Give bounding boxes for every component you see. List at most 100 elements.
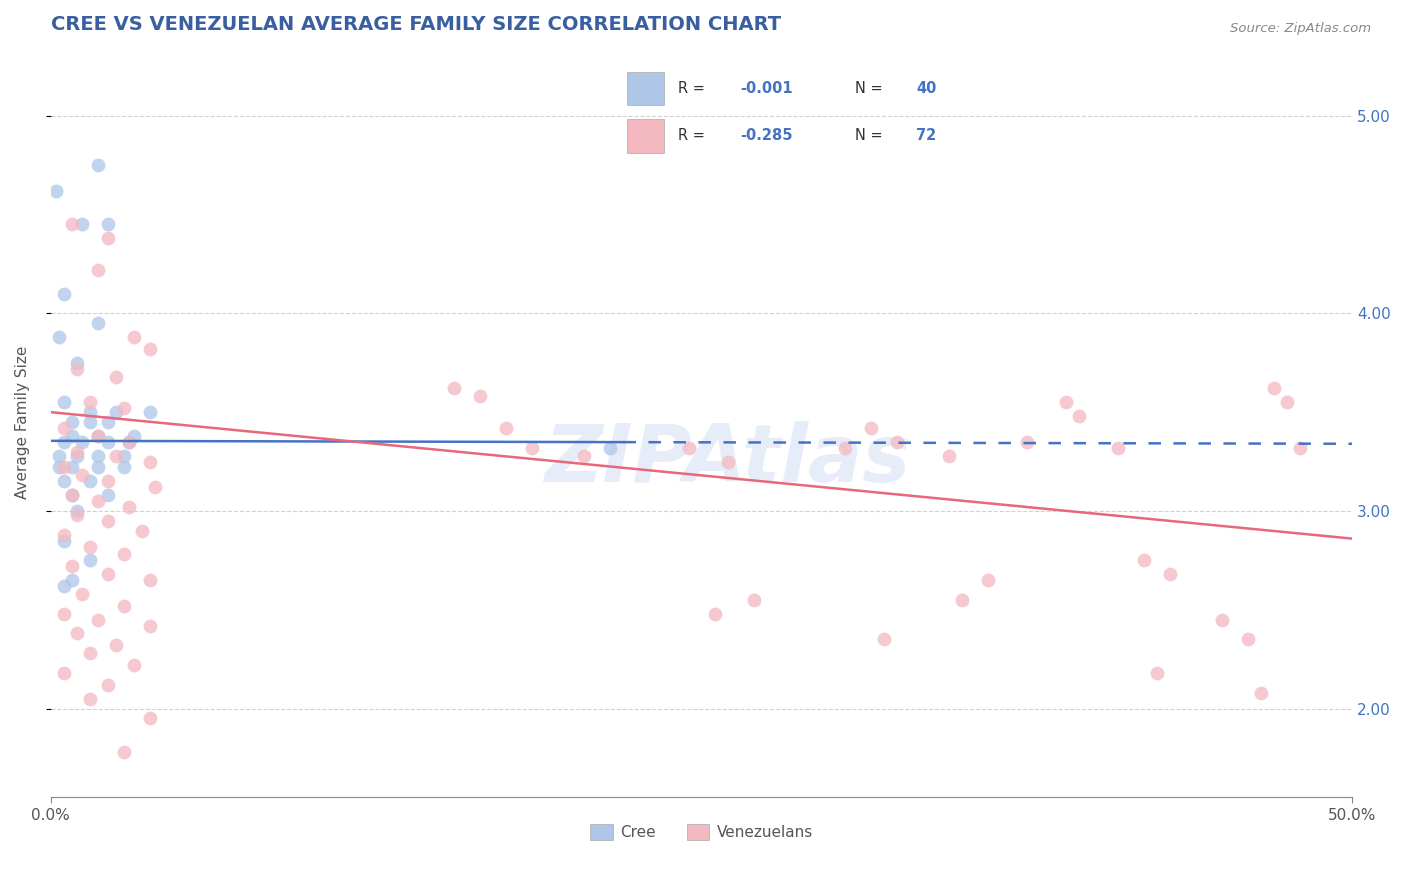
Point [86,613,108,627]
Text: CREE VS VENEZUELAN AVERAGE FAMILY SIZE CORRELATION CHART: CREE VS VENEZUELAN AVERAGE FAMILY SIZE C… [51,15,780,34]
Point [60,460,83,475]
Point [45,184,67,198]
Point [86,449,108,463]
Point [48,449,70,463]
Point [139,573,162,587]
Point [139,711,162,725]
Point [139,454,162,468]
Point [112,548,135,562]
Point [443,382,465,396]
Point [86,494,108,508]
Point [716,454,738,468]
Point [60,429,83,443]
Point [66,356,89,370]
Point [52,579,75,593]
Point [112,449,135,463]
Point [112,460,135,475]
Point [79,405,101,419]
Point [70,587,93,601]
Point [97,218,120,232]
Point [118,434,141,449]
Point [60,488,83,502]
Point [66,508,89,522]
Point [112,599,135,613]
Point [60,573,83,587]
Point [52,533,75,548]
Point [122,429,145,443]
Point [52,286,75,301]
Point [470,389,492,403]
Point [1211,613,1233,627]
Point [97,567,120,582]
Point [122,330,145,344]
Point [1159,567,1181,582]
Point [79,540,101,554]
Point [86,316,108,330]
Point [112,745,135,759]
Point [742,593,765,607]
Point [97,231,120,245]
Point [139,405,162,419]
Point [97,488,120,502]
Point [104,405,127,419]
Text: Source: ZipAtlas.com: Source: ZipAtlas.com [1230,22,1371,36]
Point [86,158,108,172]
Point [66,626,89,640]
Point [118,434,141,449]
Point [66,504,89,518]
Point [79,646,101,660]
Point [1275,395,1298,409]
Point [97,415,120,429]
Point [139,618,162,632]
Point [574,449,596,463]
Point [60,415,83,429]
Point [495,421,517,435]
Point [97,514,120,528]
Point [950,593,973,607]
Point [52,665,75,680]
Point [522,441,544,455]
Point [52,607,75,621]
Point [1015,434,1038,449]
Point [97,678,120,692]
Point [52,395,75,409]
Point [52,434,75,449]
Point [60,488,83,502]
Point [703,607,725,621]
Point [1289,441,1312,455]
Point [1067,409,1090,424]
Point [48,460,70,475]
Point [66,449,89,463]
Point [1107,441,1129,455]
Point [60,218,83,232]
Point [79,395,101,409]
Point [104,449,127,463]
Point [977,573,1000,587]
Y-axis label: Average Family Size: Average Family Size [15,345,30,499]
Point [79,415,101,429]
Point [52,460,75,475]
Point [52,421,75,435]
Point [104,369,127,384]
Point [886,434,908,449]
Point [86,460,108,475]
Point [70,434,93,449]
Point [938,449,960,463]
Point [1237,632,1260,647]
Point [66,361,89,376]
Point [1263,382,1285,396]
Point [873,632,896,647]
Point [122,658,145,673]
Point [112,401,135,416]
Point [1146,665,1168,680]
Point [1133,553,1156,567]
Point [1250,686,1272,700]
Point [834,441,856,455]
Point [48,330,70,344]
Point [859,421,882,435]
Point [97,475,120,489]
Point [118,500,141,514]
Point [66,444,89,458]
Point [1054,395,1077,409]
Point [104,638,127,652]
